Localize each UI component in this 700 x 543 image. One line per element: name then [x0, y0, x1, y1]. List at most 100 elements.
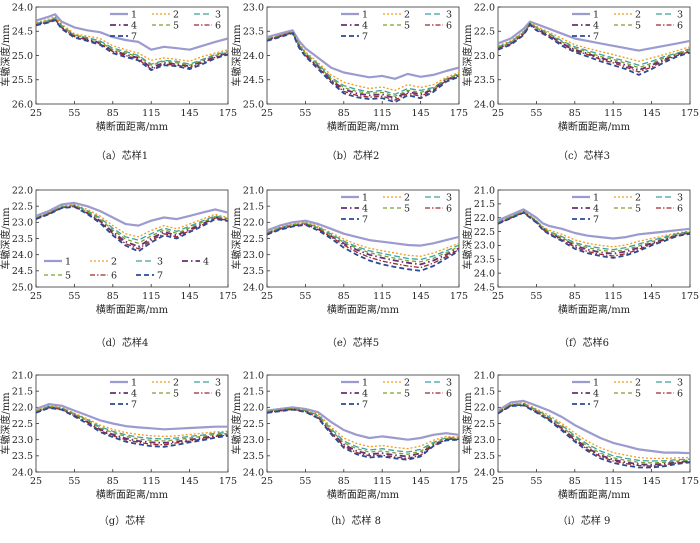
legend-label-6: 6 — [446, 21, 452, 32]
panel-caption: （h）芯样 8 — [325, 514, 381, 527]
x-tick-label: 145 — [181, 476, 199, 487]
y-tick-label: 24.0 — [474, 467, 495, 478]
legend-label-7: 7 — [362, 215, 368, 226]
x-axis-label: 横断面距离/mm — [327, 120, 400, 133]
series-line-6 — [267, 32, 459, 101]
x-tick-label: 25 — [261, 291, 273, 302]
x-tick-label: 85 — [107, 108, 119, 119]
series-line-5 — [267, 407, 459, 455]
series-line-5 — [36, 204, 228, 244]
legend-label-1: 1 — [362, 10, 368, 21]
legend-label-6: 6 — [677, 21, 683, 32]
series-group — [36, 201, 228, 253]
y-tick-label: 22.0 — [12, 403, 33, 414]
x-tick-label: 25 — [30, 476, 42, 487]
legend: 1 2 3 4 5 6 7 — [44, 257, 209, 282]
y-tick-label: 25.0 — [12, 51, 33, 62]
y-tick-label: 24.0 — [243, 282, 264, 293]
series-group — [36, 13, 228, 71]
legend: 1 2 3 4 5 6 7 — [572, 378, 683, 411]
x-tick-label: 175 — [681, 108, 699, 119]
legend-label-3: 3 — [677, 10, 683, 21]
series-line-7 — [267, 32, 459, 103]
y-tick-label: 22.5 — [474, 419, 495, 430]
x-tick-label: 25 — [261, 108, 273, 119]
chart-panel-i: 25 55 85 115 145 17521.021.522.022.523.023.52… — [461, 370, 699, 527]
x-tick-label: 115 — [604, 108, 622, 119]
series-line-3 — [36, 17, 228, 65]
x-axis-label: 横断面距离/mm — [96, 488, 169, 501]
panel-caption: （c）芯样3 — [558, 149, 610, 162]
legend-label-6: 6 — [215, 389, 221, 400]
legend-label-1: 1 — [593, 378, 599, 389]
y-tick-label: 23.0 — [12, 218, 33, 229]
series-line-2 — [498, 402, 690, 460]
y-axis-label: 车辙深度/mm — [461, 24, 474, 87]
series-line-6 — [267, 223, 459, 269]
x-tick-label: 55 — [530, 291, 542, 302]
legend-label-4: 4 — [131, 389, 137, 400]
y-tick-label: 23.5 — [243, 266, 264, 277]
x-tick-label: 145 — [181, 108, 199, 119]
legend-label-4: 4 — [593, 21, 599, 32]
legend-label-1: 1 — [593, 193, 599, 204]
x-tick-label: 85 — [569, 291, 581, 302]
y-tick-label: 22.5 — [12, 419, 33, 430]
x-tick-label: 55 — [68, 476, 80, 487]
x-tick-label: 85 — [107, 291, 119, 302]
x-axis-label: 横断面距离/mm — [96, 120, 169, 133]
legend-label-4: 4 — [203, 257, 209, 268]
y-tick-label: 23.5 — [12, 451, 33, 462]
y-axis-label: 车辙深度/mm — [0, 392, 12, 455]
x-tick-label: 175 — [450, 291, 468, 302]
y-axis-label: 车辙深度/mm — [461, 392, 474, 455]
chart-panel-c: 25 55 85 115 145 17522.022.523.023.524.0横断面距离… — [461, 2, 699, 162]
series-line-2 — [36, 405, 228, 438]
legend-label-6: 6 — [446, 389, 452, 400]
x-tick-label: 115 — [373, 476, 391, 487]
legend-label-3: 3 — [677, 193, 683, 204]
legend-label-2: 2 — [404, 193, 410, 204]
x-tick-label: 145 — [412, 108, 430, 119]
legend-label-1: 1 — [131, 378, 137, 389]
y-tick-label: 24.5 — [12, 266, 33, 277]
panel-caption: （d）芯样4 — [96, 336, 149, 349]
x-tick-label: 175 — [219, 291, 237, 302]
chart-panel-b: 25 55 85 115 145 17523.023.524.024.525.0横断面距离… — [230, 2, 468, 162]
y-tick-label: 22.0 — [474, 2, 495, 13]
series-line-7 — [36, 407, 228, 448]
series-line-1 — [498, 208, 690, 240]
chart-panel-g: 25 55 85 115 145 17521.021.522.022.523.023.52… — [0, 370, 237, 527]
x-tick-label: 175 — [681, 291, 699, 302]
legend-label-3: 3 — [215, 378, 221, 389]
y-tick-label: 22.5 — [12, 201, 33, 212]
series-line-1 — [36, 403, 228, 431]
series-line-4 — [36, 205, 228, 248]
panel-caption: （b）芯样2 — [327, 149, 380, 162]
legend-label-7: 7 — [157, 271, 163, 282]
y-tick-label: 21.0 — [474, 185, 495, 196]
legend-label-3: 3 — [677, 378, 683, 389]
y-tick-label: 24.0 — [243, 51, 264, 62]
series-line-2 — [498, 210, 690, 248]
x-tick-label: 145 — [412, 476, 430, 487]
y-tick-label: 22.5 — [474, 227, 495, 238]
x-tick-label: 115 — [373, 291, 391, 302]
x-tick-label: 145 — [643, 108, 661, 119]
series-line-7 — [267, 408, 459, 461]
x-tick-label: 25 — [261, 476, 273, 487]
x-tick-label: 55 — [68, 291, 80, 302]
series-line-4 — [498, 403, 690, 466]
y-tick-label: 25.5 — [12, 75, 33, 86]
y-tick-label: 23.0 — [243, 250, 264, 261]
series-line-2 — [36, 16, 228, 62]
series-line-1 — [498, 399, 690, 455]
series-line-3 — [267, 222, 459, 261]
x-tick-label: 175 — [681, 476, 699, 487]
chart-panel-a: 25 55 85 115 145 17524.024.525.025.526.0横断面距离… — [0, 2, 237, 162]
series-line-1 — [267, 29, 459, 80]
x-tick-label: 25 — [30, 108, 42, 119]
legend-label-7: 7 — [362, 400, 368, 411]
series-line-1 — [267, 406, 459, 441]
series-line-6 — [498, 23, 690, 73]
